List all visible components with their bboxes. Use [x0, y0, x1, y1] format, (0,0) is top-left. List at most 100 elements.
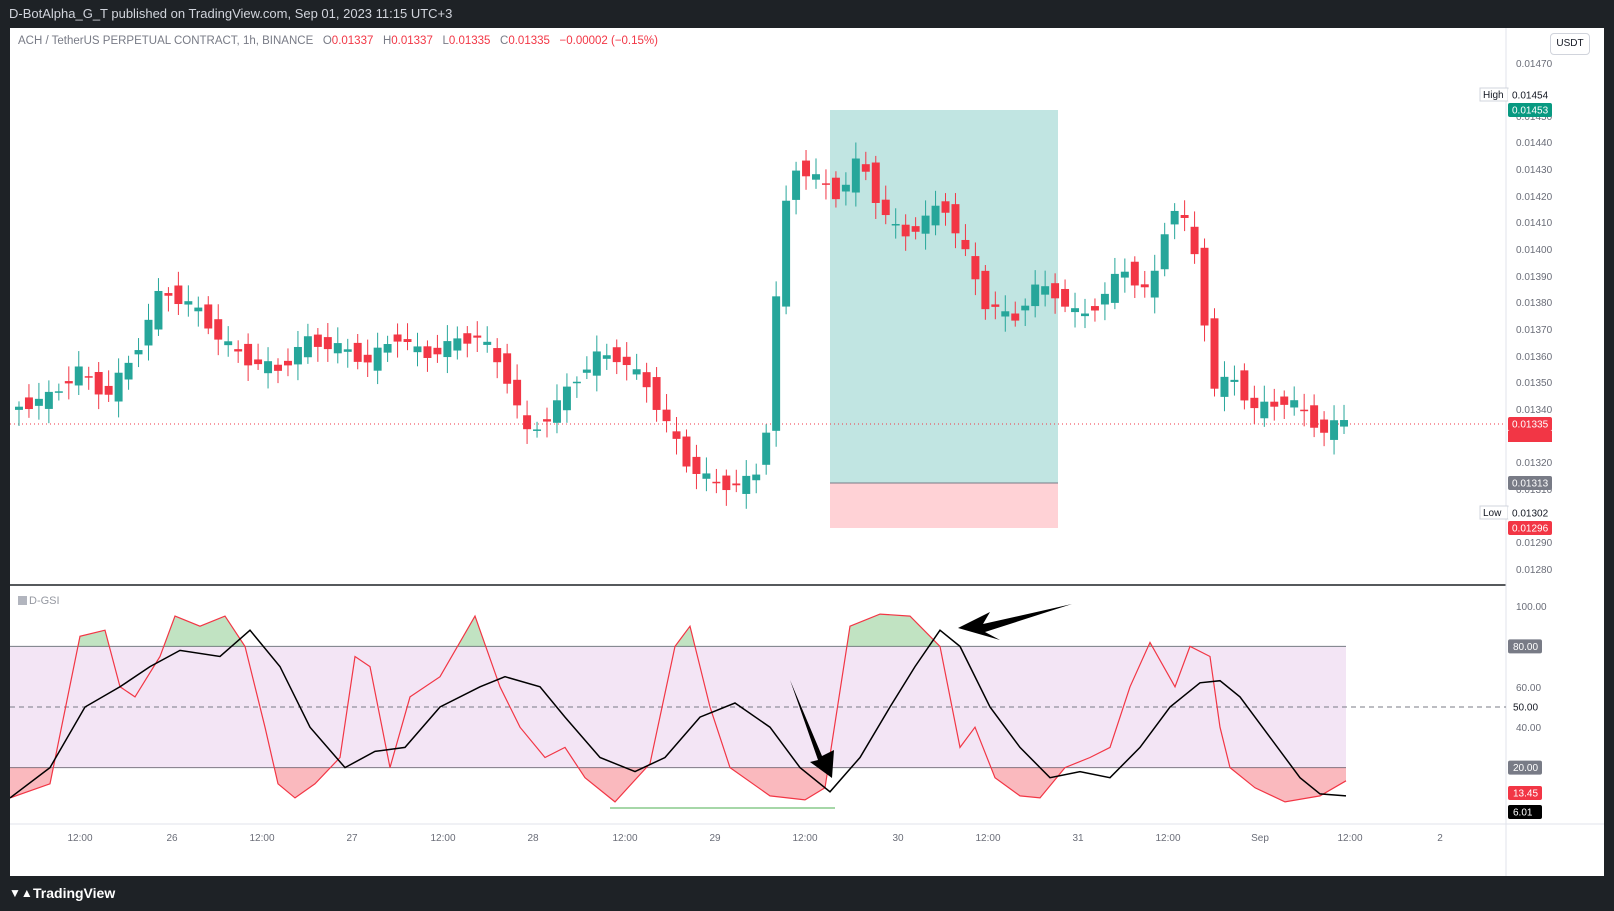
gsi-fast-line: [10, 613, 1347, 803]
candle-body: [483, 341, 492, 345]
indicator-icon: [18, 596, 27, 605]
take-profit-zone: [830, 110, 1058, 483]
price-tick-label: 0.01320: [1516, 458, 1553, 469]
candle-body: [612, 347, 621, 363]
candle-body: [1090, 306, 1099, 311]
candle-body: [1230, 379, 1239, 382]
candle-body: [1180, 215, 1189, 218]
candle-body: [871, 162, 880, 203]
candle-body: [971, 256, 980, 280]
candle-body: [911, 226, 920, 232]
candle-body: [493, 348, 502, 363]
candle-body: [951, 204, 960, 234]
price-tick-label: 0.01470: [1516, 59, 1553, 70]
current-price-label: 0.01335: [1512, 420, 1549, 431]
candle-body: [602, 355, 611, 359]
candle-body: [154, 290, 163, 330]
candle-body: [1120, 271, 1129, 278]
candle-body: [34, 398, 43, 406]
chart-canvas[interactable]: 0.01470 0.01450 0.01440 0.01430 0.01420 0.014…: [10, 28, 1604, 876]
candle-body: [772, 296, 781, 431]
candle-body: [682, 436, 691, 467]
candle-body: [642, 372, 651, 388]
price-tick-label: 0.01290: [1516, 538, 1553, 549]
candle-body: [214, 319, 223, 340]
target-price-label-bg: [1508, 103, 1552, 117]
candle-body: [1320, 419, 1329, 433]
candle-body: [1041, 286, 1050, 295]
candle-body: [1160, 234, 1169, 270]
candle-body: [652, 377, 661, 410]
gsi-fast-value-bg: [1508, 785, 1542, 800]
candle-body: [64, 381, 73, 384]
candle-body: [94, 372, 103, 395]
candle-body: [1260, 401, 1269, 419]
candle-body: [802, 160, 811, 177]
candle-body: [254, 359, 263, 365]
candle-body: [373, 347, 382, 371]
level-80-label: 80.00: [1513, 642, 1538, 653]
candle-body: [463, 333, 472, 344]
candle-body: [712, 481, 721, 484]
time-tick-label: 26: [166, 833, 178, 844]
candle-body: [861, 164, 870, 172]
candle-body: [921, 215, 930, 234]
candle-body: [1210, 318, 1219, 389]
candle-body: [752, 474, 761, 481]
chart-pane[interactable]: 0.01470 0.01450 0.01440 0.01430 0.01420 0.014…: [10, 28, 1604, 876]
time-tick-label: 2: [1437, 833, 1443, 844]
current-price-label-bg: [1508, 417, 1552, 431]
candle-body: [1011, 313, 1020, 321]
candle-body: [1051, 283, 1060, 299]
candle-body: [792, 170, 801, 200]
candle-body: [24, 397, 33, 410]
price-tick-label: 0.01440: [1516, 138, 1553, 149]
arrow-annotation-top: [958, 604, 1072, 640]
candle-body: [1031, 284, 1040, 307]
candle-body: [194, 307, 203, 312]
candle-body: [722, 475, 731, 491]
countdown-bg: [1508, 431, 1552, 442]
target-price-label: 0.01453: [1512, 106, 1549, 117]
entry-price-label-bg: [1508, 476, 1552, 490]
candle-body: [473, 335, 482, 338]
candle-body: [592, 351, 601, 376]
price-tick-label: 0.01340: [1516, 405, 1553, 416]
candle-body: [941, 201, 950, 213]
candle-body: [901, 224, 910, 237]
price-tick-label: 0.01280: [1516, 565, 1553, 576]
candle-body: [821, 183, 830, 185]
stop-price-label-bg: [1508, 521, 1552, 535]
gsi-oversold-fill: [10, 767, 1346, 802]
candle-body: [523, 415, 532, 430]
candle-body: [1310, 405, 1319, 428]
level-80-label-bg: [1508, 639, 1542, 654]
candle-body: [383, 344, 392, 353]
candle-body: [283, 360, 292, 366]
indicator-title[interactable]: D-GSI: [18, 595, 60, 607]
open-value: 0.01337: [331, 35, 374, 47]
gsi-slow-line: [10, 629, 1347, 799]
symbol-name[interactable]: ACH / TetherUS PERPETUAL CONTRACT, 1h, B…: [18, 35, 314, 47]
candle-body: [1150, 270, 1159, 298]
price-tick-label: 0.01360: [1516, 352, 1553, 363]
candle-body: [981, 270, 990, 310]
time-tick-label: 30: [892, 833, 904, 844]
close-value: 0.01335: [508, 35, 550, 47]
candle-body: [413, 346, 422, 353]
candle-body: [503, 353, 512, 384]
low-label: L: [442, 35, 449, 47]
indicator-title-text: D-GSI: [29, 595, 60, 607]
candle-body: [533, 429, 542, 431]
candle-body: [1021, 305, 1030, 311]
currency-button[interactable]: USDT: [1550, 33, 1590, 55]
stop-price-label: 0.01296: [1512, 524, 1549, 535]
candle-body: [1250, 397, 1259, 409]
candle-body: [313, 334, 322, 347]
candle-body: [343, 349, 352, 352]
candle-body: [333, 343, 342, 354]
candle-body: [851, 158, 860, 193]
candle-body: [174, 285, 183, 305]
time-tick-label: 12:00: [249, 833, 274, 844]
time-tick-label: 12:00: [67, 833, 92, 844]
